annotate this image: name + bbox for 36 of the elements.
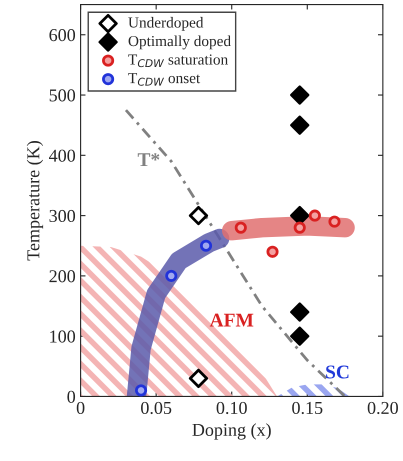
- y-tick-label: 300: [50, 210, 76, 222]
- y-tick-label: 200: [49, 270, 76, 282]
- annotation: SC: [326, 365, 348, 379]
- point: [234, 222, 247, 234]
- x-tick-label: 0.15: [292, 402, 322, 414]
- y-tick-label: 0: [67, 390, 76, 403]
- point: [188, 206, 208, 226]
- point: [290, 85, 310, 105]
- point: [200, 240, 212, 252]
- point: [266, 246, 279, 258]
- point: [290, 326, 310, 346]
- x-axis-title: Doping (x): [192, 423, 271, 440]
- x-tick-label: 0: [76, 402, 84, 414]
- point: [290, 302, 310, 322]
- y-axis-title: Temperature (K): [26, 141, 44, 260]
- point: [294, 222, 306, 234]
- y-tick-label: 400: [49, 150, 76, 162]
- y-tick-label: 600: [49, 29, 76, 42]
- x-tick-label: 0.20: [368, 402, 398, 414]
- line-series: [124, 108, 346, 396]
- series-label: T*: [138, 153, 160, 166]
- point: [290, 116, 310, 135]
- y-tick-label: 100: [50, 330, 76, 343]
- x-tick-label: 0.10: [216, 402, 247, 414]
- legend-label: Optimally doped: [128, 35, 231, 50]
- legend-label: T$_{CDW}$ onset: [128, 73, 200, 86]
- point: [188, 368, 208, 388]
- point: [328, 216, 341, 228]
- point: [165, 270, 178, 282]
- point: [308, 210, 321, 222]
- legend-label: Underdoped: [128, 16, 204, 31]
- legend-label: T$_{CDW}$ saturation: [128, 54, 228, 68]
- annotation: AFM: [210, 314, 254, 326]
- x-tick-label: 0.05: [141, 402, 172, 414]
- y-tick-label: 500: [50, 89, 76, 102]
- point: [135, 384, 148, 396]
